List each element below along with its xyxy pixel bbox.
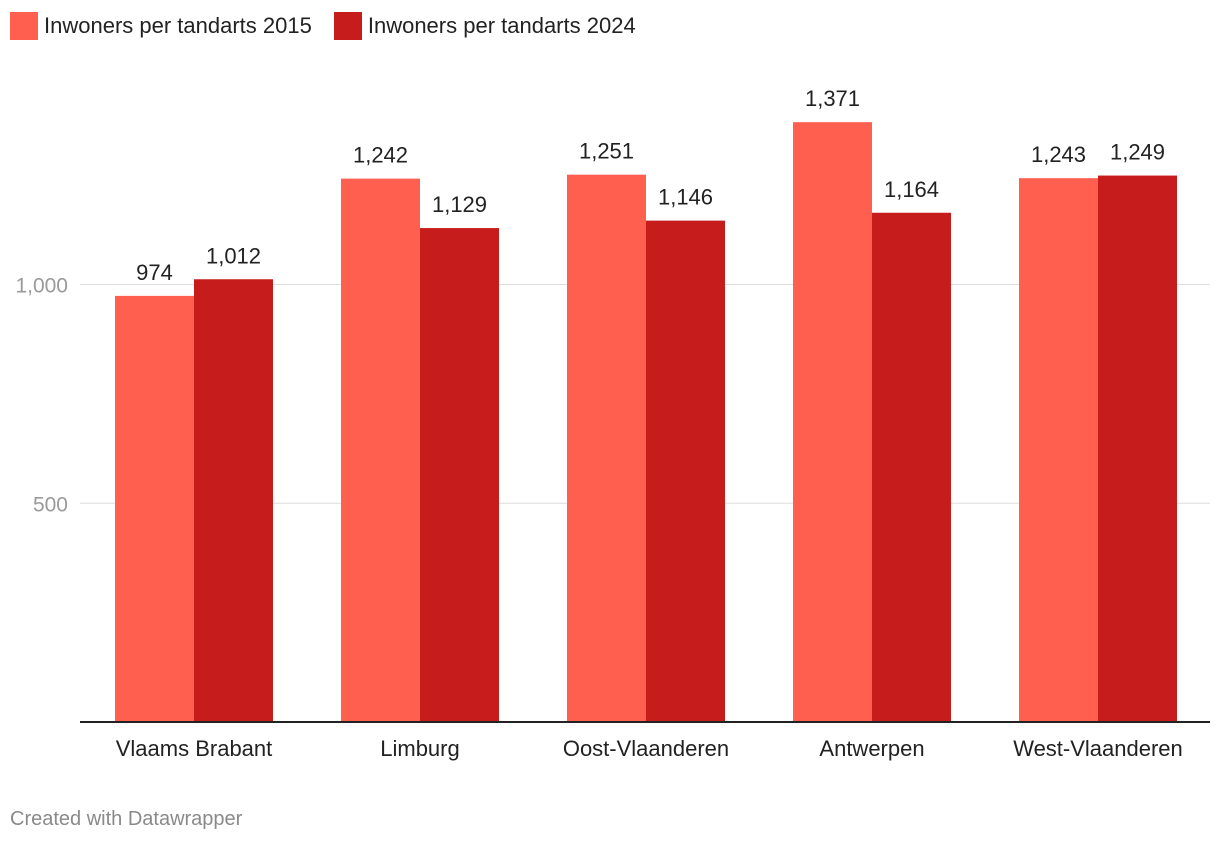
- bar: [793, 122, 872, 722]
- legend-label-2015: Inwoners per tandarts 2015: [44, 13, 312, 38]
- y-tick-label: 1,000: [15, 275, 68, 298]
- x-tick-label: Antwerpen: [819, 736, 924, 761]
- data-label: 1,242: [353, 143, 408, 168]
- x-tick-label: West-Vlaanderen: [1013, 736, 1183, 761]
- data-label: 1,249: [1110, 140, 1165, 165]
- bar: [341, 178, 420, 722]
- data-label: 974: [136, 260, 173, 285]
- bar: [872, 212, 951, 722]
- x-tick-label: Limburg: [380, 736, 459, 761]
- data-label: 1,251: [579, 139, 634, 164]
- bar: [420, 228, 499, 722]
- bar: [194, 279, 273, 722]
- legend-item-2015[interactable]: Inwoners per tandarts 2015: [10, 12, 312, 40]
- legend-label-2024: Inwoners per tandarts 2024: [367, 13, 636, 38]
- bar: [1019, 178, 1098, 722]
- x-tick-label: Vlaams Brabant: [116, 736, 273, 761]
- legend-item-2024[interactable]: Inwoners per tandarts 2024: [333, 12, 636, 40]
- x-tick-label: Oost-Vlaanderen: [563, 736, 729, 761]
- y-tick-label: 500: [33, 493, 68, 516]
- data-label: 1,146: [658, 185, 713, 210]
- credit-text: Created with Datawrapper: [10, 808, 243, 830]
- bar: [567, 174, 646, 722]
- legend: Inwoners per tandarts 2015 Inwoners per …: [10, 12, 636, 40]
- bar: [115, 295, 194, 722]
- data-label: 1,371: [805, 86, 860, 111]
- data-label: 1,243: [1031, 142, 1086, 167]
- legend-swatch-2015: [10, 12, 38, 40]
- legend-swatch-2024: [333, 12, 362, 40]
- data-label: 1,129: [432, 192, 487, 217]
- bar: [1098, 175, 1177, 722]
- data-label: 1,164: [884, 177, 939, 202]
- data-label: 1,012: [206, 243, 261, 268]
- bar: [646, 220, 725, 722]
